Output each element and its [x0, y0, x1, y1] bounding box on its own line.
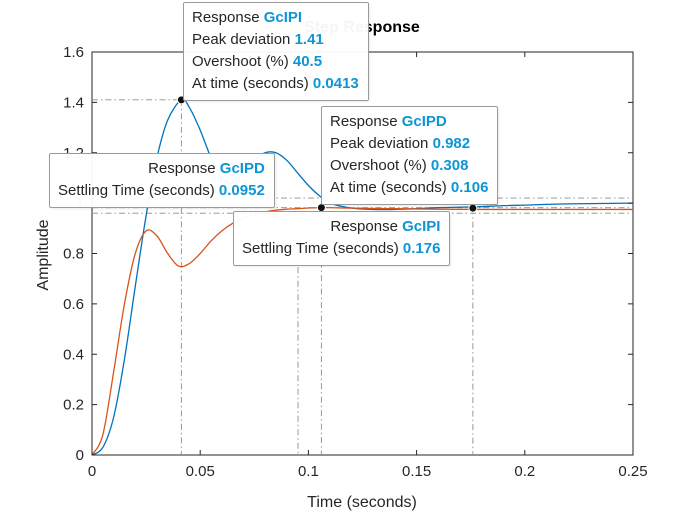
y-tick-label: 1.6 [63, 44, 84, 61]
x-tick-label: 0.15 [402, 463, 431, 480]
marker-gcipi-settling [468, 203, 478, 213]
y-axis-label: Amplitude [35, 219, 52, 290]
y-tick-label: 0 [76, 447, 84, 464]
datatip-gcipd-peak[interactable]: Response GcIPD Peak deviation 0.982 Over… [321, 106, 499, 205]
datatip-gcipi-peak[interactable]: Response GcIPI Peak deviation 1.41 Overs… [183, 2, 369, 101]
y-tick-label: 0.8 [63, 246, 84, 263]
y-tick-label: 1.4 [63, 94, 84, 111]
y-tick-label: 0.6 [63, 296, 84, 313]
y-tick-label: 0.4 [63, 346, 84, 363]
x-axis-label: Time (seconds) [307, 494, 417, 511]
x-tick-label: 0.1 [298, 463, 319, 480]
x-tick-label: 0.05 [186, 463, 215, 480]
axis-ticks: 00.050.10.150.20.2500.20.40.60.811.21.41… [63, 44, 647, 480]
datatip-gcipi-settling[interactable]: Response GcIPI Settling Time (seconds) 0… [233, 211, 451, 266]
datatip-gcipd-settling[interactable]: Response GcIPD Settling Time (seconds) 0… [49, 153, 275, 208]
y-tick-label: 0.2 [63, 397, 84, 414]
x-tick-label: 0 [88, 463, 96, 480]
x-tick-label: 0.2 [514, 463, 535, 480]
x-tick-label: 0.25 [618, 463, 647, 480]
